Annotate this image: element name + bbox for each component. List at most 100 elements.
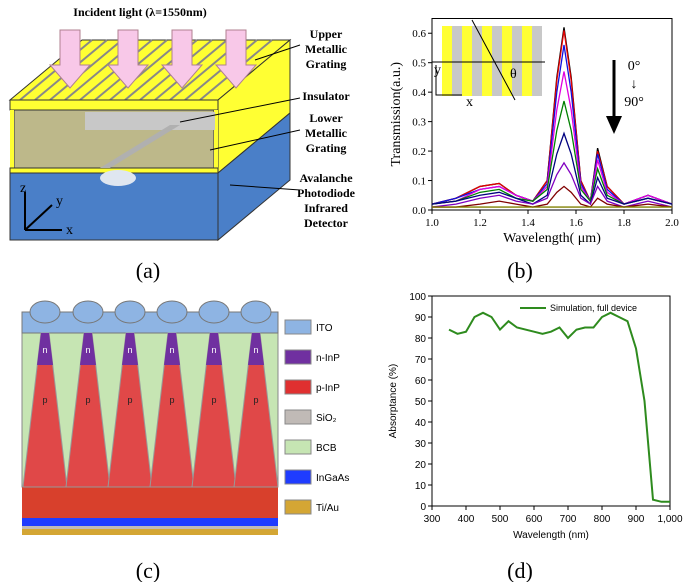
panel-a-labels: UpperMetallicGratingLowerMetallicGrating… xyxy=(297,27,356,230)
inset-stripe xyxy=(452,26,462,96)
ingaas xyxy=(22,518,278,526)
cone-label: p xyxy=(169,395,174,405)
x-tick-label: 1,000 xyxy=(657,514,682,525)
x-tick-label: 1.0 xyxy=(425,217,439,229)
ito-bump xyxy=(29,300,61,324)
label-line: Grating xyxy=(306,57,347,71)
axis-x: x xyxy=(66,223,73,238)
x-tick-label: 500 xyxy=(492,514,509,525)
label-line: Infrared xyxy=(304,201,348,215)
x-tick-label: 600 xyxy=(526,514,543,525)
line-series xyxy=(432,185,673,208)
x-tick-label: 1.8 xyxy=(617,217,631,229)
cone-label: n xyxy=(169,345,174,355)
legend-swatch xyxy=(284,439,312,455)
ito xyxy=(21,311,279,334)
y-tick-label: 30 xyxy=(415,439,427,450)
x-tick-label: 800 xyxy=(594,514,611,525)
cone-label: n xyxy=(42,345,47,355)
cone-n xyxy=(37,333,53,365)
axes-arrows xyxy=(24,192,62,231)
y-tick-label: 0.3 xyxy=(412,117,426,129)
inset-stripe xyxy=(472,26,482,96)
y-tick-label: 90 xyxy=(415,313,427,324)
legend-swatch xyxy=(284,379,312,395)
label-line: Detector xyxy=(304,216,349,230)
p-inp-substrate xyxy=(22,487,278,518)
label-line: Grating xyxy=(306,141,347,155)
caption: (b) xyxy=(507,258,533,283)
x-tick-label: 900 xyxy=(628,514,645,525)
legend-label: Ti/Au xyxy=(316,503,339,514)
cone-label: p xyxy=(211,395,216,405)
inset-stripe xyxy=(442,26,452,96)
inset-stripe xyxy=(532,26,542,96)
cone-label: p xyxy=(42,395,47,405)
legend-swatch xyxy=(284,469,312,485)
x-tick-label: 1.4 xyxy=(521,217,535,229)
cone-n xyxy=(164,333,180,365)
bump xyxy=(100,170,136,186)
y-tick-label: 0.6 xyxy=(412,28,426,40)
legend-label: SiO₂ xyxy=(316,413,337,424)
cone-label: n xyxy=(127,345,132,355)
y-tick-label: 50 xyxy=(415,397,427,408)
line-series xyxy=(431,131,673,206)
cone-n xyxy=(248,333,264,365)
label-line: Lower xyxy=(309,111,343,125)
y-tick-label: 0 xyxy=(420,502,426,513)
insulator-block xyxy=(85,112,215,130)
x-tick-label: 2.0 xyxy=(665,217,679,229)
x-tick-label: 300 xyxy=(424,514,441,525)
label-line: Metallic xyxy=(305,42,348,56)
y-tick-label: 0.5 xyxy=(412,58,426,70)
legend-label: BCB xyxy=(316,443,337,454)
caption: (a) xyxy=(136,258,160,283)
ito-bump xyxy=(240,300,272,324)
x-axis-label: Wavelength (nm) xyxy=(513,530,589,541)
x-tick-label: 400 xyxy=(458,514,475,525)
legend-label: n-InP xyxy=(316,353,340,364)
inset-stripe xyxy=(522,26,532,96)
cone-label: n xyxy=(253,345,258,355)
angle-start: 0° xyxy=(628,59,641,74)
ito-bump xyxy=(114,300,146,324)
label-line: Photodiode xyxy=(297,186,356,200)
legend-label: p-InP xyxy=(316,383,340,394)
inset-line xyxy=(471,19,516,101)
legend-label: InGaAs xyxy=(316,473,349,484)
label-line: Avalanche xyxy=(299,171,353,185)
legend-swatch xyxy=(284,319,312,335)
inset-y: y xyxy=(434,63,441,78)
bcb xyxy=(21,332,279,488)
light-arrows xyxy=(48,29,258,89)
line-series xyxy=(431,71,673,205)
x-tick-label: 700 xyxy=(560,514,577,525)
frame xyxy=(214,110,218,173)
line-series xyxy=(431,30,673,205)
axis-z: z xyxy=(20,181,26,196)
line-series xyxy=(431,100,673,205)
label-line: Upper xyxy=(310,27,343,41)
upper-grating-front xyxy=(9,99,219,111)
legend-swatch xyxy=(284,349,312,365)
line-series xyxy=(448,311,670,503)
cone-label: p xyxy=(127,395,132,405)
x-axis-label: Wavelength( μm) xyxy=(503,231,601,246)
y-tick-label: 60 xyxy=(415,376,427,387)
caption: (d) xyxy=(507,558,533,582)
frame xyxy=(10,110,14,173)
legend-label: Simulation, full device xyxy=(550,303,637,313)
inset-axes xyxy=(435,65,462,96)
line-series xyxy=(431,161,673,208)
x-tick-label: 1.6 xyxy=(569,217,583,229)
caption: (c) xyxy=(136,558,160,582)
inset-stripe xyxy=(462,26,472,96)
inset-theta: θ xyxy=(510,67,517,82)
y-tick-label: 40 xyxy=(415,418,427,429)
inset-stripe xyxy=(512,26,522,96)
legend-swatch xyxy=(284,499,312,515)
y-axis-label: Transmission(a.u.) xyxy=(389,62,404,167)
y-tick-label: 0.0 xyxy=(412,205,426,217)
label-line: Metallic xyxy=(305,126,348,140)
